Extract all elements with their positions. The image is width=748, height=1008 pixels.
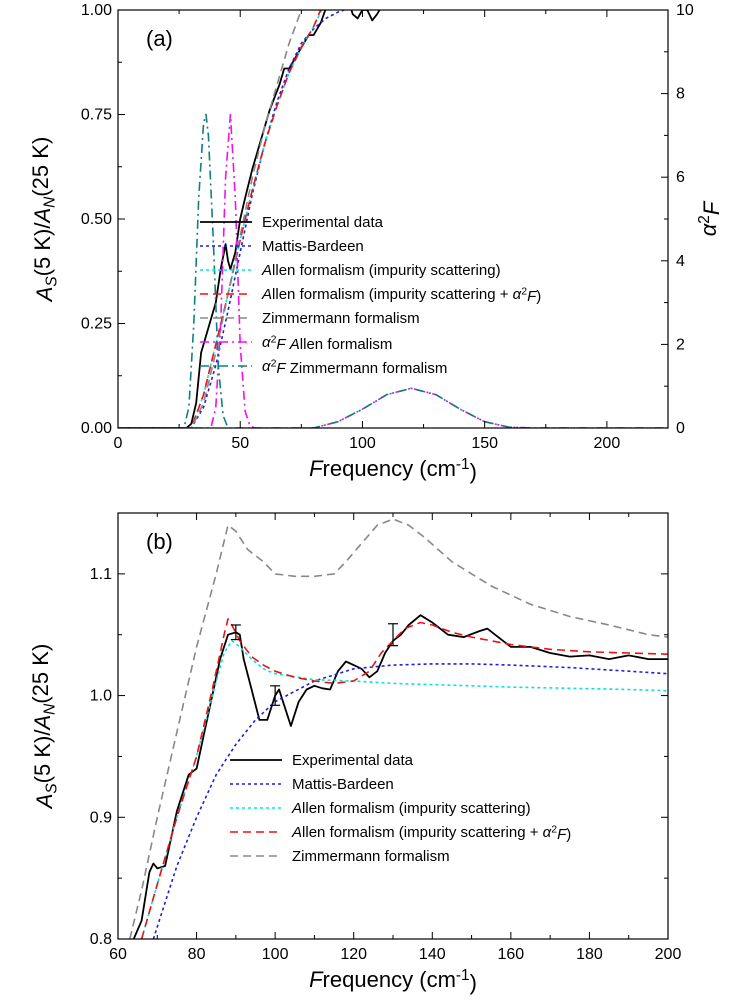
legend-label: Allen formalism (impurity scattering): [261, 262, 501, 279]
x-axis-title: Frequency (cm-1): [309, 456, 477, 484]
panel-a: 0 50 100 150 200 0.00 0.25 0.50 0.75 1.00 0 2 4 6 8 10 α…: [28, 2, 724, 484]
series-group: [129, 518, 668, 939]
y2-tick-label: 0: [676, 420, 685, 437]
legend-label: Allen formalism (impurity scattering): [291, 800, 531, 817]
panel-label: (a): [146, 26, 173, 51]
x-tick-label: 180: [576, 946, 603, 963]
x-tick-label: 50: [231, 435, 249, 452]
legend-label: Allen formalism (impurity scattering + α…: [261, 285, 541, 305]
series-line-3: [140, 618, 668, 939]
series-line-0: [132, 614, 668, 939]
y-tick-label: 0.50: [81, 211, 112, 228]
error-bar: [270, 685, 281, 706]
series-line-0: [118, 10, 381, 428]
x-tick-label: 0: [114, 435, 123, 452]
y-tick-label: 0.00: [81, 420, 112, 437]
x-tick-label: 160: [498, 946, 525, 963]
y-axis-title: AS(5 K)/AN(25 K): [28, 644, 61, 811]
y-tick-label: 0.75: [81, 107, 112, 124]
legend: Experimental data Mattis-Bardeen Allen for…: [230, 752, 571, 865]
y-tick-label: 0.9: [90, 809, 112, 826]
legend-label: Mattis-Bardeen: [292, 776, 394, 793]
y-tick-label: 1.0: [90, 688, 112, 705]
legend-label: Allen formalism (impurity scattering + α…: [291, 823, 571, 843]
x-tick-label: 100: [262, 946, 289, 963]
legend-label: α2F Zimmermann formalism: [262, 357, 447, 377]
y-axis-title: AS(5 K)/AN(25 K): [28, 137, 61, 304]
legend-label: Zimmermann formalism: [292, 848, 450, 865]
x-axis-title: Frequency (cm-1): [309, 967, 477, 995]
series-line-1: [118, 10, 347, 428]
y2-tick-label: 8: [676, 86, 685, 103]
legend-label: Experimental data: [262, 214, 384, 231]
series-group: [118, 10, 668, 428]
legend-label: Zimmermann formalism: [262, 310, 420, 327]
y2-tick-label: 10: [676, 2, 694, 19]
legend-label: Mattis-Bardeen: [262, 238, 364, 255]
series-line-2: [140, 640, 668, 939]
panel-label: (b): [146, 529, 173, 554]
y2-axis-title: α2F: [696, 200, 724, 236]
legend: Experimental data Mattis-Bardeen Allen for…: [200, 214, 541, 377]
y-tick-label: 1.00: [81, 2, 112, 19]
x-tick-label: 200: [594, 435, 621, 452]
y-tick-label: 1.1: [90, 566, 112, 583]
x-tick-label: 200: [655, 946, 682, 963]
x-tick-label: 100: [349, 435, 376, 452]
x-tick-label: 140: [419, 946, 446, 963]
y2-tick-label: 6: [676, 169, 685, 186]
y-tick-label: 0.25: [81, 316, 112, 333]
y2-tick-label: 2: [676, 336, 685, 353]
x-tick-label: 80: [188, 946, 206, 963]
legend-label: α2F Allen formalism: [262, 333, 392, 353]
y2-tick-label: 4: [676, 253, 685, 270]
error-bar: [230, 624, 241, 641]
plot-frame: [117, 512, 669, 940]
x-tick-label: 120: [340, 946, 367, 963]
x-tick-label: 60: [109, 946, 127, 963]
panel-b: 60 80 100 120 140 160 180 200 0.8 0.9 1.0 1.1 Freque…: [28, 512, 682, 995]
x-tick-label: 150: [471, 435, 498, 452]
y-tick-label: 0.8: [90, 931, 112, 948]
legend-label: Experimental data: [292, 752, 414, 769]
error-bar: [388, 623, 398, 647]
series-line-4: [129, 518, 668, 939]
